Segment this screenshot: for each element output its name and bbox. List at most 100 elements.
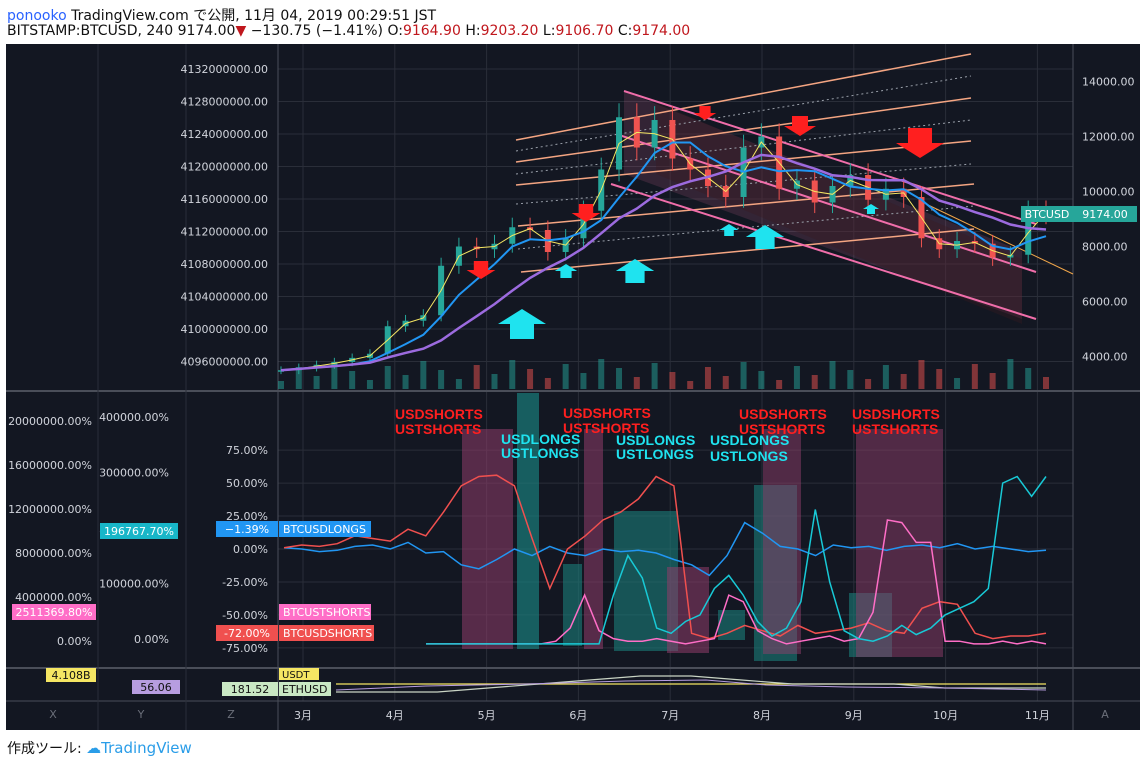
volume-bar [971,364,978,389]
dashed-channel-line [515,75,972,152]
bottom-badge-1-bg [46,668,96,682]
volume-bar [544,378,551,389]
shorts-3-line-2: USTSHORTS [739,421,825,437]
right-axis-tick-label: 10000.00 [1082,186,1135,199]
volume-bar [349,371,356,389]
btcusd-label-bg [1021,206,1073,222]
axis-letter-a[interactable]: A [1101,708,1109,721]
tradingview-logo-icon[interactable]: ☁ [86,739,102,757]
time-axis-tick-label: 3月 [294,709,312,722]
time-axis-tick-label: 4月 [386,709,404,722]
tradingview-brand[interactable]: TradingView [101,739,192,757]
pink-channel-line [623,90,1037,225]
ethusd-label: ETHUSD [282,683,327,696]
footer-label: 作成ツール: [7,741,82,757]
volume-bar [758,371,765,389]
axis-letter-y[interactable]: Y [137,708,145,721]
down-arrow-icon [693,106,717,120]
shorts-box-4 [763,429,801,654]
volume-bar [1025,368,1032,389]
open-label: O: [387,23,403,39]
axis3-tick-label: 0.00% [233,543,268,556]
position-badges: 196767.70% 2511369.80% −1.39% BTCUSDLONG… [12,521,374,641]
axis3-tick-label: -25.00% [222,576,268,589]
time-axis-tick-label: 5月 [478,709,496,722]
channel-lines[interactable] [515,53,1074,320]
volume-bar [562,364,569,389]
longs-label: BTCUSDLONGS [283,523,366,536]
volume-bar [651,363,658,389]
third-bottom-line [335,679,1047,691]
volume-bar [687,381,694,389]
last-price: 9174.00 [177,23,236,39]
time-axis-tick-label: 7月 [661,709,679,722]
usdshorts-label-bg [279,625,374,641]
bottom-badges: 4.108B 56.06 181.52 USDT ETHUSD [46,668,331,696]
bottom-badge-1: 4.108B [51,669,90,682]
right-price-axis[interactable]: 14000.00 12000.00 10000.00 8000.00 6000.00 40… [1082,76,1135,364]
volume-bar [278,381,284,389]
axis-letters: X Y Z A [49,708,1109,721]
volume-bar [936,369,943,389]
left-price-axis[interactable]: 4132000000.00 4128000000.00 4124000000.00 4… [181,63,268,369]
left-axis-tick-label: 4132000000.00 [181,63,268,76]
dashed-channel-line [517,205,975,250]
shorts-4-line-2: USTSHORTS [852,421,938,437]
right-axis-tick-label: 12000.00 [1082,131,1135,144]
shorts-box-2 [584,429,603,649]
longs-value-badge: −1.39% [225,523,269,536]
axis-letter-z[interactable]: Z [227,708,235,721]
ustlongs-line [426,475,1047,645]
longs-value-badge-bg [216,521,278,537]
high-value: 9203.20 [480,23,539,39]
shorts-box-1 [462,429,513,649]
shorts-1-line-2: USTSHORTS [395,421,481,437]
pink-channel-line [610,183,1037,320]
longs-box-2 [563,564,582,646]
header-line-1: ponooko TradingView.com で公開, 11月 04, 201… [7,5,436,25]
volume-bar [776,380,783,389]
axis2-tick-label: 0.00% [134,633,169,646]
longs-2-line-2: USTLONGS [616,446,694,462]
right-axis-tick-label: 6000.00 [1082,296,1128,309]
volume-bar [1043,377,1049,389]
footer: 作成ツール: ☁TradingView [7,738,192,758]
longs-1-line-1: USDLONGS [501,431,580,447]
left-axis-tick-label: 4116000000.00 [181,193,268,206]
shorts-2-line-1: USDSHORTS [563,405,651,421]
bottom-badge-2: 56.06 [140,681,172,694]
chart-canvas[interactable]: 4132000000.00 4128000000.00 4124000000.00 4… [6,44,1140,730]
volume-bar [829,361,836,389]
btcusd-label: BTCUSD [1025,208,1070,221]
left-axis-tick-label: 4120000000.00 [181,161,268,174]
last-price-badge: 9174.00 [1082,208,1128,221]
longs-3-line-2: USTLONGS [710,448,788,464]
volume-bar [438,370,445,389]
volume-bar [295,367,302,389]
price-last-badge: BTCUSD 9174.00 [1021,206,1137,222]
publisher-name[interactable]: ponooko [7,8,67,24]
axis-letter-x[interactable]: X [49,708,57,721]
right-axis-tick-label: 14000.00 [1082,76,1135,89]
time-axis-tick-label: 10月 [933,709,958,722]
usdshorts-label: BTCUSDSHORTS [283,627,372,640]
candle-body [278,370,284,372]
time-axis-tick-label: 9月 [845,709,863,722]
volume-bar [847,370,854,389]
change-value: −130.75 (−1.41%) [250,23,383,39]
longs-3-line-1: USDLONGS [710,432,789,448]
ustshorts-label: BTCUSTSHORTS [283,606,371,619]
longs-2-line-1: USDLONGS [616,432,695,448]
ethusd-value-bg [222,682,278,696]
left-axis-tick-label: 4124000000.00 [181,128,268,141]
axis3-tick-label: 75.00% [226,444,268,457]
time-axis[interactable]: 3月 4月 5月 6月 7月 8月 9月 10月 11月 [294,709,1050,722]
low-label: L: [542,23,556,39]
right-axis-tick-label: 4000.00 [1082,351,1128,364]
up-arrow-icon [554,264,578,278]
axis3-tick-label: -75.00% [222,642,268,655]
time-axis-tick-label: 8月 [753,709,771,722]
up-arrow-icon [615,259,655,283]
down-arrow-icon [571,204,601,222]
btcusdlongs-line [283,521,1047,577]
